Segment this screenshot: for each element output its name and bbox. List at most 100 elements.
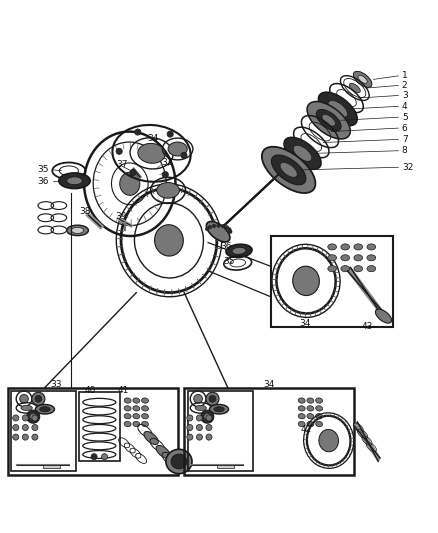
Bar xyxy=(43,465,60,469)
Circle shape xyxy=(212,224,215,228)
Ellipse shape xyxy=(226,244,252,257)
Ellipse shape xyxy=(316,414,322,419)
Ellipse shape xyxy=(124,406,131,411)
Bar xyxy=(11,391,76,471)
Ellipse shape xyxy=(157,182,180,198)
Ellipse shape xyxy=(155,225,184,256)
Circle shape xyxy=(22,434,28,440)
Circle shape xyxy=(116,148,122,155)
Circle shape xyxy=(208,225,212,229)
Circle shape xyxy=(27,410,40,423)
Circle shape xyxy=(13,415,19,421)
Polygon shape xyxy=(354,422,380,462)
Circle shape xyxy=(13,434,19,440)
Ellipse shape xyxy=(328,255,336,261)
Text: 34: 34 xyxy=(263,381,275,390)
Ellipse shape xyxy=(156,446,170,458)
Ellipse shape xyxy=(298,414,305,419)
Circle shape xyxy=(32,434,38,440)
Circle shape xyxy=(228,228,231,231)
Text: 6: 6 xyxy=(402,124,407,133)
Circle shape xyxy=(201,410,214,423)
Ellipse shape xyxy=(293,266,319,295)
Text: 3: 3 xyxy=(402,91,407,100)
Ellipse shape xyxy=(316,422,322,427)
Circle shape xyxy=(206,415,212,421)
Bar xyxy=(187,391,253,471)
Ellipse shape xyxy=(341,244,350,250)
Ellipse shape xyxy=(349,83,360,93)
Circle shape xyxy=(135,129,141,135)
Text: 39: 39 xyxy=(116,212,127,221)
Text: 32: 32 xyxy=(402,163,413,172)
Text: 34: 34 xyxy=(147,134,159,143)
Circle shape xyxy=(20,394,28,403)
Text: 5: 5 xyxy=(402,112,407,122)
Ellipse shape xyxy=(367,255,376,261)
Ellipse shape xyxy=(272,155,306,185)
Circle shape xyxy=(187,424,193,431)
Ellipse shape xyxy=(318,92,357,126)
Text: 43: 43 xyxy=(361,322,373,331)
Ellipse shape xyxy=(124,398,131,403)
Ellipse shape xyxy=(354,255,363,261)
Text: 33: 33 xyxy=(162,158,173,167)
Circle shape xyxy=(181,152,187,158)
Circle shape xyxy=(32,415,38,421)
Bar xyxy=(79,392,120,462)
Circle shape xyxy=(91,454,97,460)
Text: 42: 42 xyxy=(300,425,312,434)
Ellipse shape xyxy=(168,142,187,156)
Circle shape xyxy=(194,394,202,403)
Ellipse shape xyxy=(71,228,84,233)
Text: 41: 41 xyxy=(117,386,129,395)
Circle shape xyxy=(217,224,220,228)
Ellipse shape xyxy=(307,406,314,411)
Polygon shape xyxy=(347,268,385,318)
Circle shape xyxy=(196,424,202,431)
Ellipse shape xyxy=(133,406,140,411)
Circle shape xyxy=(221,224,225,228)
Circle shape xyxy=(205,227,209,231)
Ellipse shape xyxy=(166,449,192,474)
Ellipse shape xyxy=(307,398,314,403)
Ellipse shape xyxy=(354,265,363,272)
Bar xyxy=(8,389,178,474)
Circle shape xyxy=(209,395,216,402)
Ellipse shape xyxy=(67,225,88,236)
Ellipse shape xyxy=(354,244,363,250)
Ellipse shape xyxy=(141,398,148,403)
Ellipse shape xyxy=(316,398,322,403)
Ellipse shape xyxy=(67,177,82,184)
Ellipse shape xyxy=(141,422,148,427)
Text: 8: 8 xyxy=(402,146,407,155)
Circle shape xyxy=(225,225,229,229)
Ellipse shape xyxy=(59,173,90,189)
Ellipse shape xyxy=(322,115,336,126)
Text: 37: 37 xyxy=(117,160,128,169)
Ellipse shape xyxy=(316,406,322,411)
Circle shape xyxy=(206,392,219,405)
Circle shape xyxy=(102,454,108,460)
Ellipse shape xyxy=(367,265,376,272)
Ellipse shape xyxy=(319,430,339,452)
Circle shape xyxy=(204,413,211,420)
Ellipse shape xyxy=(328,101,347,117)
Ellipse shape xyxy=(280,163,297,177)
Ellipse shape xyxy=(124,414,131,419)
Circle shape xyxy=(35,395,42,402)
Circle shape xyxy=(206,424,212,431)
Circle shape xyxy=(130,169,136,175)
Circle shape xyxy=(206,434,212,440)
Ellipse shape xyxy=(298,398,305,403)
Circle shape xyxy=(229,230,232,233)
Ellipse shape xyxy=(209,405,229,414)
Ellipse shape xyxy=(341,265,350,272)
Ellipse shape xyxy=(341,255,350,261)
Ellipse shape xyxy=(358,75,367,83)
Text: 38: 38 xyxy=(79,207,90,216)
Ellipse shape xyxy=(293,146,312,161)
Circle shape xyxy=(196,415,202,421)
Circle shape xyxy=(162,172,168,177)
Circle shape xyxy=(187,434,193,440)
